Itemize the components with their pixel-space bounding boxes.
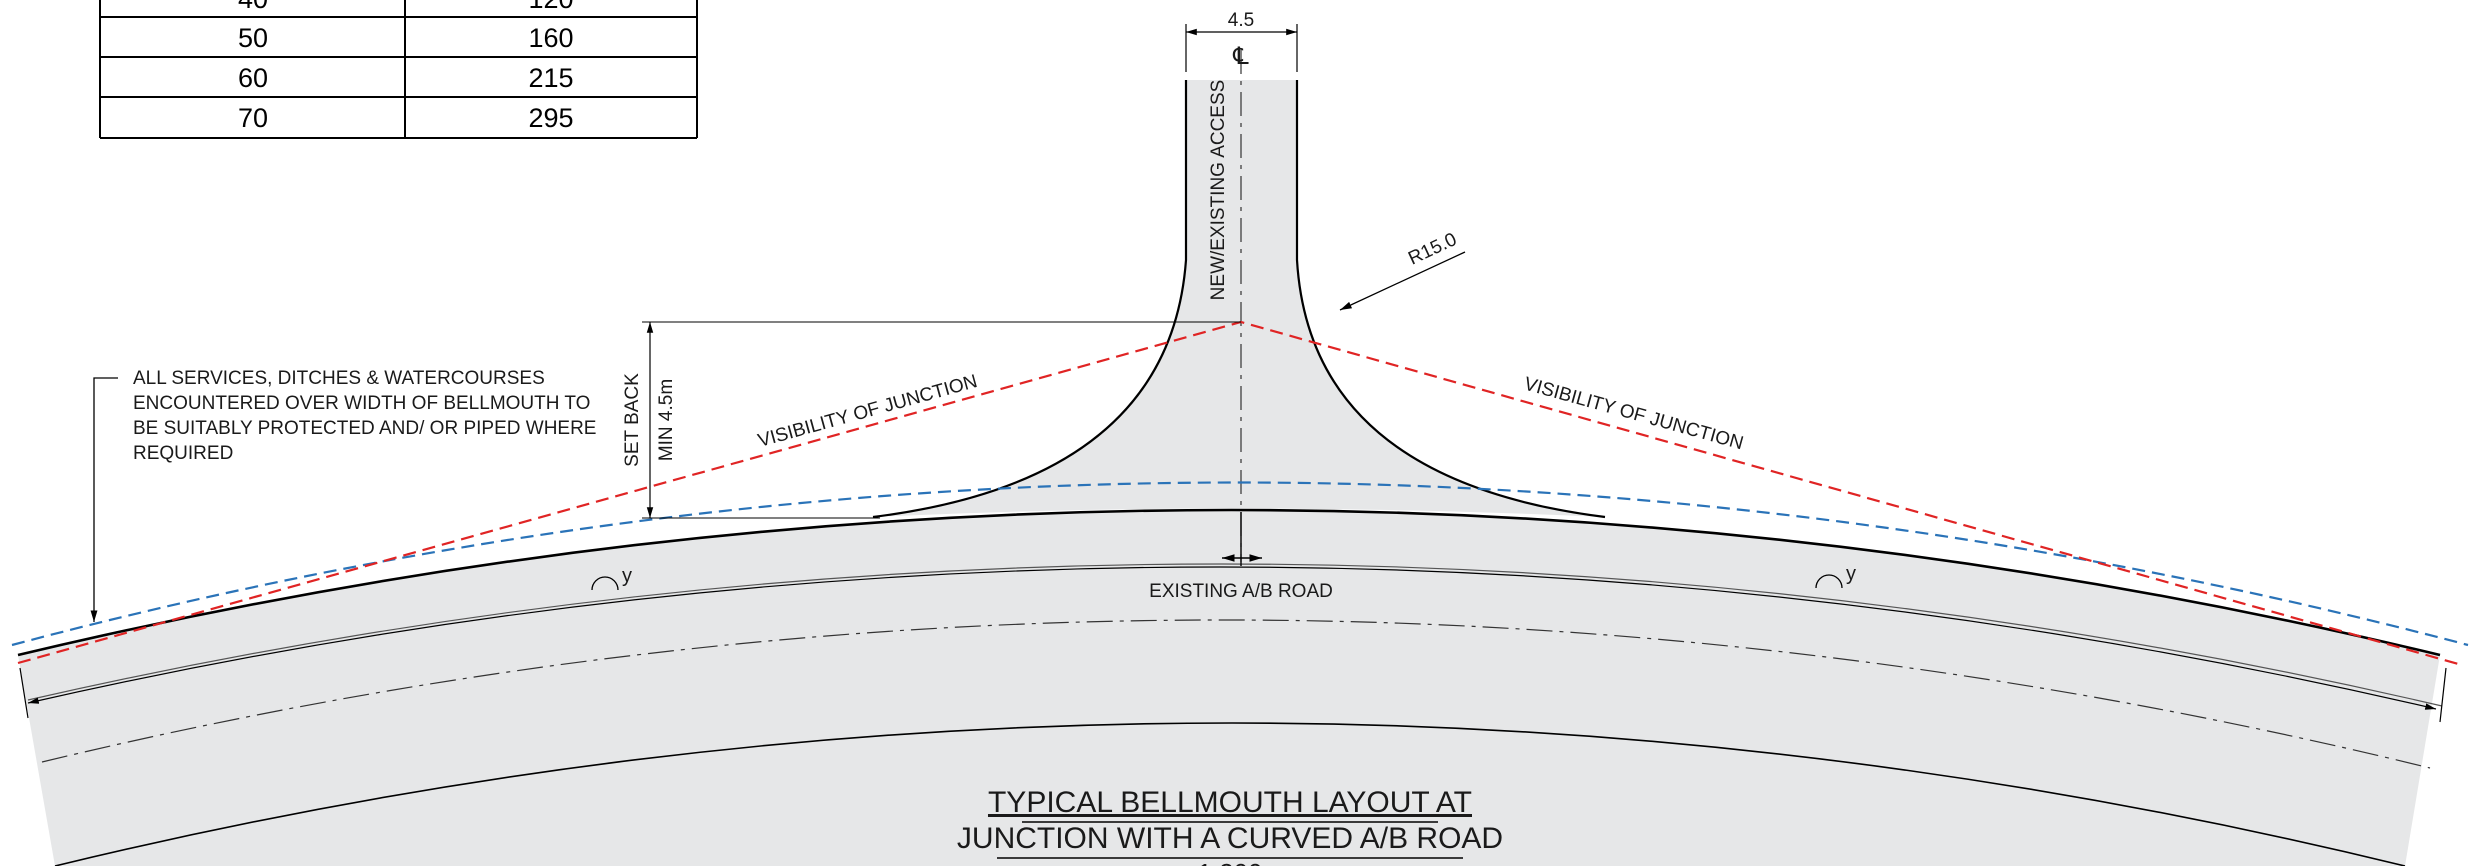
road-inner-line [27, 563, 2443, 707]
road-centreline [41, 619, 2431, 769]
table-speed-cell: 40 [238, 0, 268, 14]
visibility-table: 40 120 50 160 60 215 70 295 [99, 0, 698, 139]
set-back-min-label: MIN 4.5m [656, 379, 677, 461]
y-label-left: y [622, 565, 632, 587]
table-speed-cell: 50 [238, 23, 268, 53]
road-extent-tick-right [2439, 667, 2447, 723]
table-distance-cell: 295 [528, 103, 573, 133]
y-label-right: y [1846, 563, 1856, 585]
table-distance-cell: 215 [528, 63, 573, 93]
drawing-title-line-1: TYPICAL BELLMOUTH LAYOUT AT [988, 786, 1472, 819]
bellmouth-kerb-left [872, 80, 1188, 519]
bellmouth-surface [873, 80, 1605, 517]
road-extent-dimension [27, 566, 2437, 710]
note-line-2: ENCOUNTERED OVER WIDTH OF BELLMOUTH TO [133, 393, 590, 414]
note-line-4: REQUIRED [133, 443, 233, 464]
road-extent-tick-left [19, 667, 29, 719]
centreline-symbol: ℄ [1232, 43, 1249, 70]
table-distance-cell: 160 [528, 23, 573, 53]
visibility-label-right: VISIBILITY OF JUNCTION [1522, 374, 1746, 455]
drawing-title-line-2: JUNCTION WITH A CURVED A/B ROAD [957, 822, 1503, 855]
bellmouth-kerb-right [1295, 80, 1606, 519]
existing-road-label: EXISTING A/B ROAD [1149, 581, 1333, 602]
set-back-label: SET BACK [622, 373, 643, 467]
visibility-label-left: VISIBILITY OF JUNCTION [756, 371, 980, 452]
road-edge-near [17, 508, 2441, 657]
access-road-label: NEW/EXISTING ACCESS [1208, 80, 1229, 301]
access-width-label: 4.5 [1228, 10, 1254, 31]
road-surface [18, 510, 2440, 866]
drawing-scale: 1:200 [1197, 858, 1262, 866]
table-distance-cell: 120 [528, 0, 573, 14]
radius-label: R15.0 [1405, 229, 1460, 269]
y-arc-right [1815, 574, 1843, 589]
note-line-1: ALL SERVICES, DITCHES & WATERCOURSES [133, 368, 545, 389]
table-speed-cell: 70 [238, 103, 268, 133]
note-line-3: BE SUITABLY PROTECTED AND/ OR PIPED WHER… [133, 418, 596, 439]
note-leader [90, 377, 118, 622]
table-speed-cell: 60 [238, 63, 268, 93]
radius-leader [1339, 251, 1466, 311]
y-arc-left [591, 576, 619, 591]
road-edge-far [54, 722, 2406, 866]
